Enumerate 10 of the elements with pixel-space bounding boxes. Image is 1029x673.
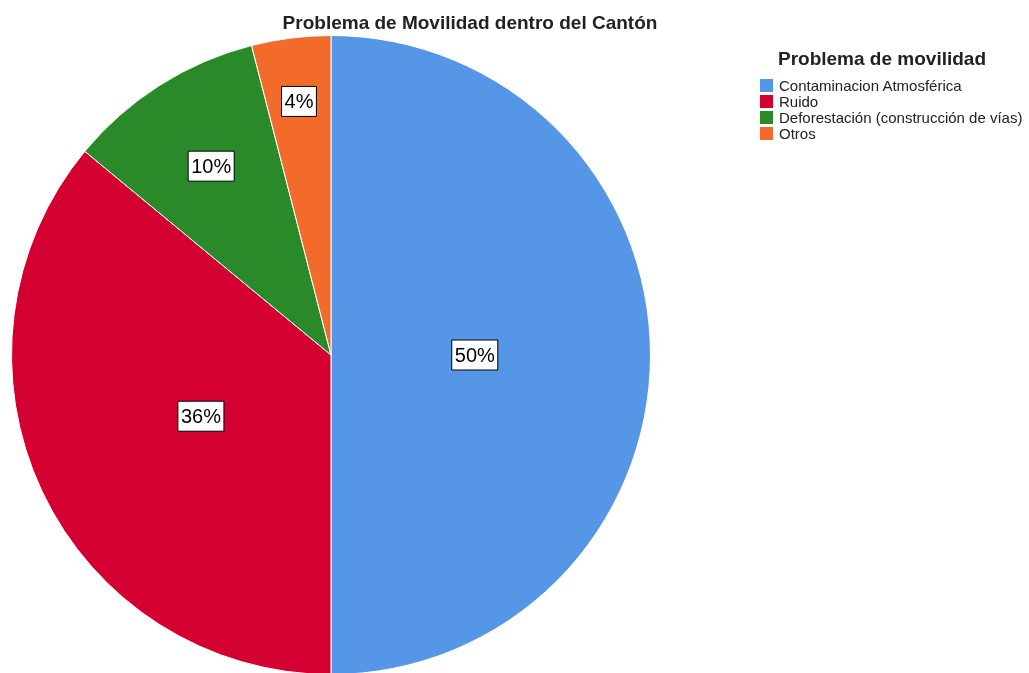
- data-label: 36%: [180, 404, 222, 427]
- data-label: 50%: [454, 343, 496, 366]
- data-label: 4%: [284, 89, 314, 112]
- legend-label: Otros: [779, 125, 816, 142]
- legend-label: Ruido: [779, 93, 819, 110]
- data-label: 10%: [191, 154, 232, 177]
- legend-label: Deforestación (construcción de vías): [779, 109, 1023, 126]
- legend-label: Contaminacion Atmosférica: [779, 77, 962, 94]
- legend-title: Problema de movilidad: [778, 48, 987, 70]
- chart-title: Problema de Movilidad dentro del Cantón: [281, 12, 659, 34]
